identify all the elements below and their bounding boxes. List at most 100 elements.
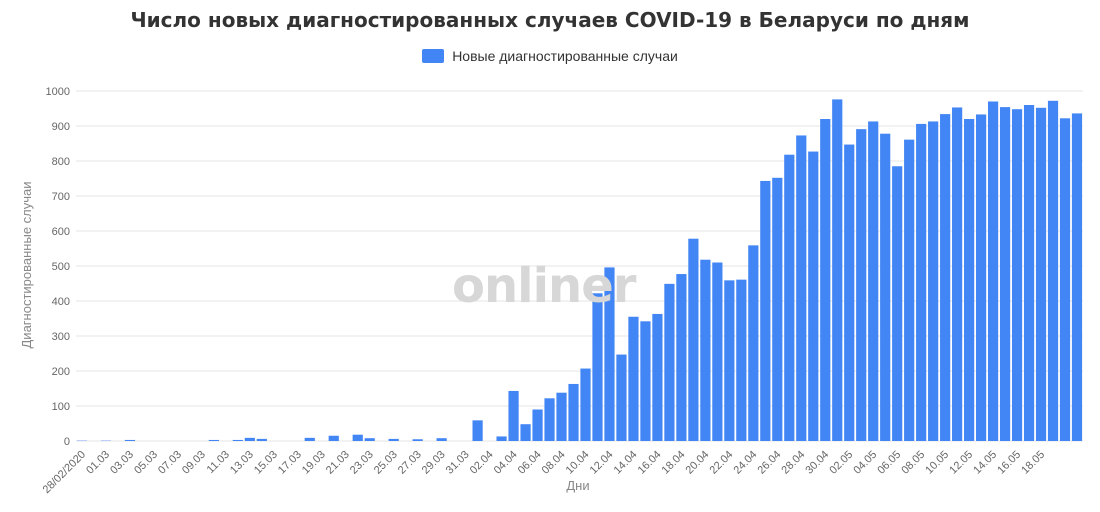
bar[interactable] [532, 409, 543, 442]
bar[interactable] [916, 123, 927, 442]
bar[interactable] [808, 151, 819, 442]
bar[interactable] [628, 316, 639, 441]
bar[interactable] [256, 438, 267, 441]
x-tick-label: 22.04 [708, 449, 736, 477]
x-tick-label: 10.04 [564, 449, 592, 477]
bar[interactable] [712, 262, 723, 442]
bar[interactable] [124, 439, 136, 441]
x-tick-label: 27.03 [396, 449, 424, 477]
x-tick-label: 20.04 [684, 449, 712, 477]
bar[interactable] [784, 154, 795, 441]
bar[interactable] [940, 114, 951, 441]
x-tick-label: 28/02/2020 [41, 449, 88, 496]
bar[interactable] [856, 129, 867, 441]
bar[interactable] [892, 166, 903, 441]
bar[interactable] [568, 383, 579, 441]
bar[interactable] [520, 424, 531, 441]
bar[interactable] [472, 420, 483, 441]
bar[interactable] [328, 435, 339, 441]
bar[interactable] [592, 293, 603, 441]
bar[interactable] [208, 439, 219, 441]
grid-lines [76, 90, 1083, 442]
bar[interactable] [412, 439, 423, 441]
bar[interactable] [976, 114, 987, 441]
bar[interactable] [436, 438, 447, 441]
x-tick-label: 18.05 [1019, 449, 1047, 477]
bar[interactable] [832, 99, 843, 442]
bar[interactable] [880, 133, 891, 441]
legend-item[interactable]: Новые диагностированные случаи [422, 48, 678, 64]
watermark-logo: onliner [452, 258, 636, 314]
y-tick-label: 100 [52, 401, 70, 413]
x-tick-label: 03.03 [108, 449, 136, 477]
chart-title: Число новых диагностированных случаев CO… [130, 8, 970, 32]
x-tick-label: 07.03 [156, 449, 184, 477]
bar[interactable] [1011, 109, 1023, 441]
bar[interactable] [688, 238, 699, 441]
bar[interactable] [652, 313, 663, 441]
bar[interactable] [244, 437, 255, 441]
x-tick-label: 15.03 [252, 449, 280, 477]
bar[interactable] [736, 279, 747, 441]
x-tick-label: 05.03 [132, 449, 160, 477]
bar[interactable] [544, 398, 555, 441]
bar[interactable] [796, 135, 807, 441]
y-tick-label: 600 [52, 226, 70, 238]
bar[interactable] [580, 368, 591, 441]
bar[interactable] [987, 101, 999, 442]
x-tick-label: 16.04 [636, 449, 664, 477]
bar[interactable] [604, 267, 615, 441]
bar[interactable] [724, 280, 735, 441]
bar[interactable] [496, 436, 507, 441]
bar[interactable] [999, 107, 1011, 441]
x-tick-label: 28.04 [779, 449, 807, 477]
x-tick-label: 02.04 [468, 449, 496, 477]
bar[interactable] [1047, 100, 1059, 442]
bar[interactable] [556, 392, 567, 441]
x-tick-label: 30.04 [803, 449, 831, 477]
x-tick-label: 12.05 [947, 449, 975, 477]
x-tick-label: 11.03 [205, 449, 232, 476]
bar[interactable] [676, 274, 687, 441]
bar[interactable] [700, 259, 711, 441]
bar[interactable] [304, 437, 315, 441]
bar[interactable] [388, 438, 399, 441]
legend[interactable]: Новые диагностированные случаи [0, 48, 1100, 66]
bar[interactable] [868, 121, 879, 441]
bar[interactable] [364, 438, 375, 441]
bar[interactable] [352, 434, 363, 441]
x-tick-label: 14.05 [971, 449, 999, 477]
bar[interactable] [904, 139, 915, 441]
bar[interactable] [820, 119, 831, 441]
bar[interactable] [508, 390, 519, 441]
x-tick-label: 31.03 [444, 449, 472, 477]
bar[interactable] [616, 354, 627, 441]
x-tick-label: 09.03 [180, 449, 208, 477]
bar[interactable] [1059, 118, 1071, 442]
x-tick-label: 12.04 [588, 449, 616, 477]
bar[interactable] [844, 144, 855, 442]
bar[interactable] [1023, 105, 1035, 441]
bar[interactable] [952, 107, 963, 441]
bar[interactable] [640, 321, 651, 441]
bar[interactable] [760, 180, 771, 441]
x-tick-label: 17.03 [276, 449, 304, 477]
bar[interactable] [664, 283, 675, 441]
x-tick-label: 02.05 [827, 449, 855, 477]
x-tick-label: 21.03 [324, 449, 352, 477]
bar[interactable] [928, 121, 939, 441]
y-tick-label: 500 [52, 261, 70, 273]
bar[interactable] [748, 245, 759, 441]
bar[interactable] [1035, 107, 1047, 442]
bar[interactable] [772, 177, 783, 442]
bar[interactable] [232, 439, 243, 441]
x-tick-label: 08.04 [540, 449, 568, 477]
bar[interactable] [964, 119, 975, 441]
y-tick-label: 300 [52, 331, 70, 343]
x-tick-label: 19.03 [300, 449, 328, 477]
legend-swatch [422, 49, 445, 63]
bar[interactable] [1071, 113, 1083, 442]
x-axis-title: Дни [566, 478, 589, 493]
x-tick-label: 04.04 [492, 449, 520, 477]
